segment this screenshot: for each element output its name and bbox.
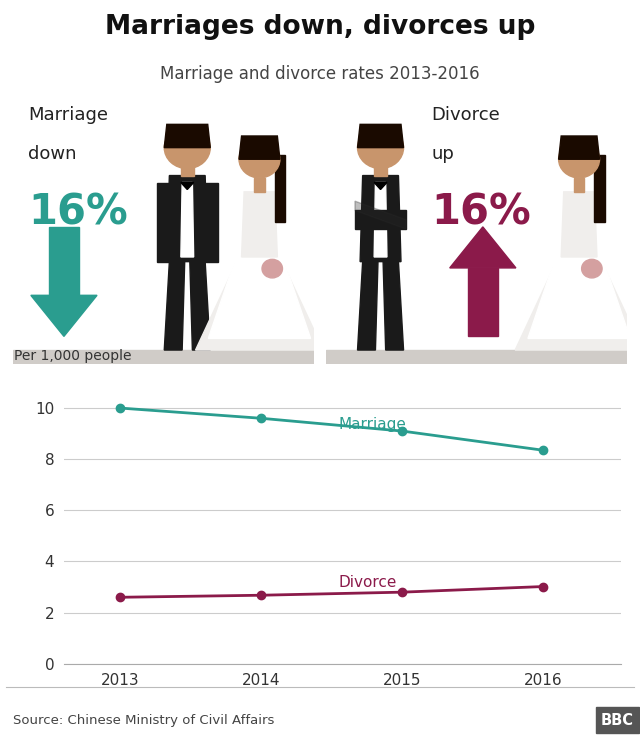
Polygon shape	[241, 192, 277, 257]
Polygon shape	[190, 262, 211, 350]
Text: Marriage and divorce rates 2013-2016: Marriage and divorce rates 2013-2016	[160, 64, 480, 82]
Polygon shape	[181, 182, 194, 190]
Polygon shape	[574, 178, 584, 192]
Polygon shape	[167, 176, 208, 262]
Polygon shape	[181, 182, 194, 257]
Polygon shape	[205, 182, 218, 262]
Text: Source: Chinese Ministry of Civil Affairs: Source: Chinese Ministry of Civil Affair…	[13, 713, 274, 727]
Text: Divorce: Divorce	[432, 106, 500, 124]
Circle shape	[164, 127, 211, 169]
Polygon shape	[209, 234, 310, 338]
Text: Per 1,000 people: Per 1,000 people	[14, 349, 131, 363]
Polygon shape	[326, 350, 627, 364]
Circle shape	[239, 141, 280, 178]
Polygon shape	[561, 192, 597, 257]
Polygon shape	[595, 154, 605, 222]
Polygon shape	[358, 124, 404, 148]
Polygon shape	[157, 182, 170, 262]
Circle shape	[262, 260, 282, 278]
Polygon shape	[355, 211, 406, 229]
Polygon shape	[360, 176, 401, 262]
Polygon shape	[13, 350, 314, 364]
Text: 16%: 16%	[28, 191, 127, 233]
Polygon shape	[49, 226, 79, 296]
Text: up: up	[432, 145, 454, 163]
Text: Marriage: Marriage	[339, 417, 407, 432]
Polygon shape	[528, 234, 630, 338]
Text: Marriage: Marriage	[28, 106, 108, 124]
Polygon shape	[254, 178, 264, 192]
Circle shape	[559, 141, 600, 178]
Text: down: down	[28, 145, 76, 163]
Polygon shape	[374, 182, 387, 257]
Polygon shape	[275, 154, 285, 222]
Polygon shape	[164, 124, 211, 148]
Polygon shape	[374, 164, 387, 176]
Polygon shape	[468, 268, 498, 336]
Text: Marriages down, divorces up: Marriages down, divorces up	[105, 13, 535, 40]
Circle shape	[582, 260, 602, 278]
Polygon shape	[31, 296, 97, 336]
Polygon shape	[559, 136, 600, 159]
Polygon shape	[515, 257, 640, 350]
Polygon shape	[450, 226, 516, 268]
Polygon shape	[355, 201, 406, 229]
Polygon shape	[358, 262, 378, 350]
Circle shape	[358, 127, 404, 169]
Polygon shape	[383, 262, 404, 350]
Text: Divorce: Divorce	[339, 575, 397, 590]
Text: 16%: 16%	[432, 191, 531, 233]
Polygon shape	[374, 182, 387, 190]
Polygon shape	[181, 164, 194, 176]
Polygon shape	[239, 136, 280, 159]
Polygon shape	[196, 257, 323, 350]
Text: BBC: BBC	[601, 712, 634, 728]
Polygon shape	[164, 262, 185, 350]
